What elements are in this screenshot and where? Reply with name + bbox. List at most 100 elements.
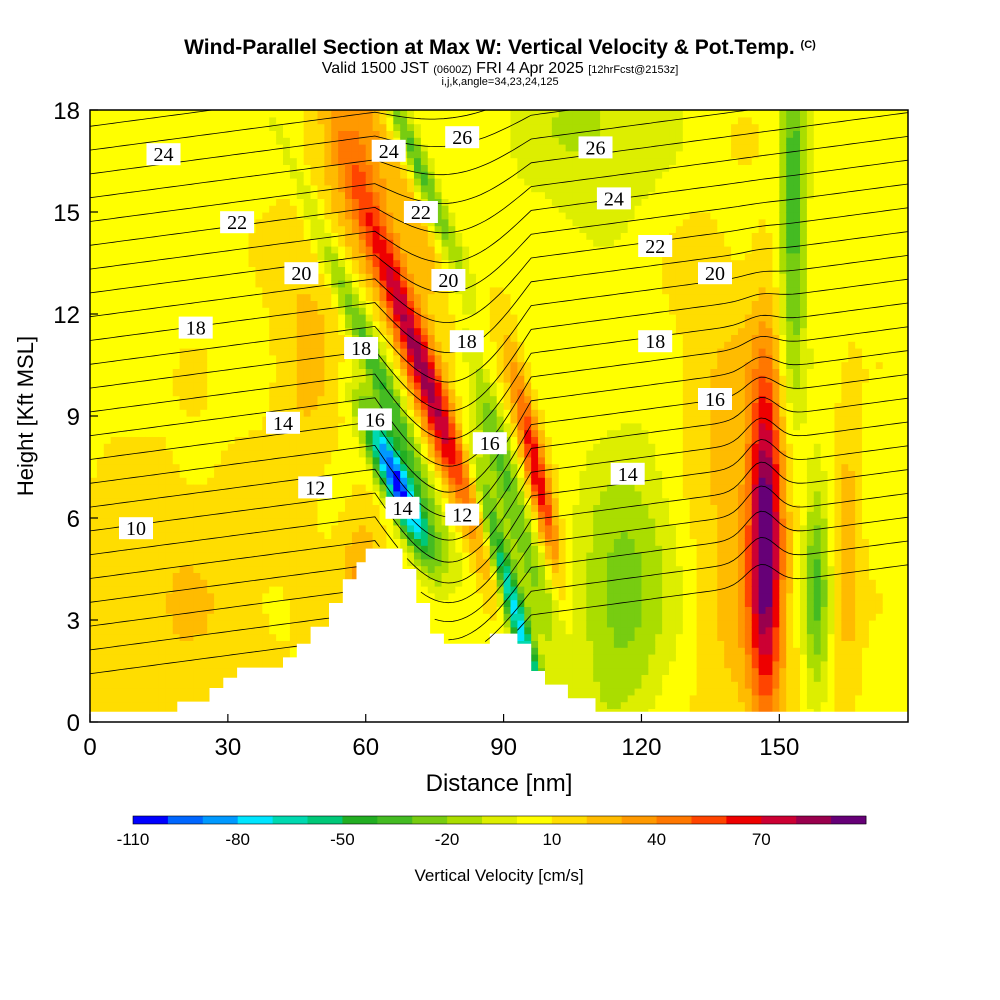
- theta-contour-line: [90, 510, 908, 641]
- contour-label: 26: [445, 126, 480, 149]
- colorbar-swatch: [831, 816, 867, 824]
- colorbar-swatch: [167, 816, 204, 824]
- colorbar-swatch: [516, 816, 553, 824]
- colorbar-swatch: [551, 816, 588, 824]
- theta-contour-line: [90, 564, 908, 675]
- contour-label: 22: [403, 201, 438, 224]
- contour-label-text: 12: [452, 505, 472, 527]
- colorbar-swatch: [691, 816, 727, 824]
- contour-label-text: 24: [154, 144, 174, 166]
- colorbar-tick-labels: -110 -80 -50 -20 10 40 70: [117, 830, 771, 849]
- colorbar-swatch: [586, 816, 623, 824]
- contour-label-text: 12: [305, 477, 325, 499]
- theta-contour-line: [90, 183, 908, 294]
- vertical-velocity-field: [90, 110, 908, 722]
- contour-label-text: 22: [411, 202, 431, 224]
- theta-contour-line: [90, 278, 908, 412]
- y-tick-label: 6: [67, 506, 80, 533]
- theta-contour-line: [90, 302, 908, 440]
- theta-contour-line: [90, 110, 487, 151]
- contour-label-text: 16: [480, 433, 500, 455]
- x-tick-label: 90: [490, 734, 517, 761]
- theta-contour-line: [90, 536, 908, 651]
- colorbar-swatch: [237, 816, 274, 824]
- contour-label-text: 24: [604, 188, 624, 210]
- y-tick-label: 12: [53, 302, 80, 329]
- contour-label-text: 26: [586, 137, 606, 159]
- contour-label: 26: [578, 136, 613, 159]
- contour-label-text: 16: [705, 389, 725, 411]
- contour-label-text: 14: [273, 413, 293, 435]
- contour-label: 24: [371, 139, 406, 163]
- contour-label: 18: [344, 337, 379, 360]
- colorbar-swatch: [482, 816, 518, 824]
- y-tick-label: 0: [67, 710, 80, 737]
- theta-contour-line: [90, 231, 908, 353]
- theta-contour-labels: 24 22 20 18 14 12 10 24 26 22 20 18 18 16 16 14 12 26 24 22…: [119, 126, 732, 540]
- y-axis-label: Height [Kft MSL]: [13, 336, 38, 496]
- y-axis-ticks: 0 3 6 9 12 15 18: [53, 98, 98, 737]
- forecast-info: [12hrFcst@2153z]: [588, 64, 679, 76]
- colorbar-swatch: [412, 816, 448, 824]
- contour-label-text: 18: [645, 331, 665, 353]
- contour-label: 20: [431, 269, 466, 292]
- contour-label-text: 18: [186, 318, 206, 340]
- colorbar-tick-label: -80: [225, 830, 250, 849]
- valid-time: Valid 1500 JST: [321, 60, 429, 77]
- contour-label: 16: [698, 388, 732, 411]
- colorbar-swatch: [796, 816, 832, 824]
- x-tick-label: 30: [215, 734, 242, 761]
- theta-contour-line: [90, 112, 908, 222]
- x-tick-label: 120: [621, 734, 661, 761]
- copyright-mark: (C): [800, 39, 816, 51]
- colorbar-swatch: [307, 816, 343, 824]
- contour-label-text: 22: [645, 236, 665, 258]
- valid-time-line: Valid 1500 JST (0600Z) FRI 4 Apr 2025 [1…: [0, 60, 1000, 78]
- contour-label-text: 20: [705, 263, 725, 285]
- valid-date: FRI 4 Apr 2025: [476, 60, 584, 77]
- y-tick-label: 9: [67, 404, 80, 431]
- contour-label: 14: [610, 462, 645, 486]
- contour-label-text: 26: [452, 127, 472, 149]
- theta-contour-line: [90, 159, 908, 270]
- contour-label: 14: [385, 496, 420, 520]
- y-tick-label: 18: [53, 98, 80, 125]
- contour-label: 24: [596, 187, 631, 210]
- title-text: Wind-Parallel Section at Max W: Vertical…: [184, 36, 795, 59]
- colorbar-tick-label: -20: [435, 830, 460, 849]
- contour-label: 12: [298, 476, 333, 499]
- contour-label-text: 14: [618, 464, 638, 486]
- colorbar-swatch: [342, 816, 378, 824]
- contour-label: 22: [638, 235, 673, 258]
- y-tick-label: 15: [53, 200, 80, 227]
- contour-label-text: 24: [379, 141, 399, 163]
- contour-label-text: 20: [438, 270, 458, 292]
- contour-label: 10: [119, 517, 153, 540]
- theta-contour-line: [90, 374, 908, 518]
- contour-label: 16: [472, 432, 507, 455]
- contour-label: 18: [178, 316, 213, 340]
- contour-label: 18: [449, 330, 484, 353]
- contour-label-text: 14: [393, 498, 413, 520]
- theta-contour-line: [90, 417, 908, 563]
- contour-label-text: 18: [457, 331, 477, 353]
- colorbar-tick-label: 10: [542, 830, 561, 849]
- colorbar: [132, 815, 867, 825]
- theta-contour-line: [90, 326, 908, 467]
- contour-label: 20: [698, 262, 732, 285]
- colorbar-tick-label: -110: [117, 830, 150, 849]
- theta-contour-line: [90, 255, 908, 383]
- contour-label-text: 22: [227, 212, 247, 234]
- theta-contour-line: [90, 485, 908, 623]
- colorbar-swatch: [621, 816, 657, 824]
- colorbar-tick-label: 70: [752, 830, 771, 849]
- contour-label: 14: [266, 411, 300, 435]
- x-axis-label: Distance [nm]: [426, 770, 573, 797]
- x-tick-label: 0: [83, 734, 96, 761]
- zulu-time: (0600Z): [433, 64, 472, 76]
- theta-contour-line: [90, 439, 908, 584]
- x-axis-ticks: 0 30 60 90 120 150: [83, 714, 799, 761]
- colorbar-swatch: [272, 816, 308, 824]
- chart-title: Wind-Parallel Section at Max W: Vertical…: [0, 36, 1000, 60]
